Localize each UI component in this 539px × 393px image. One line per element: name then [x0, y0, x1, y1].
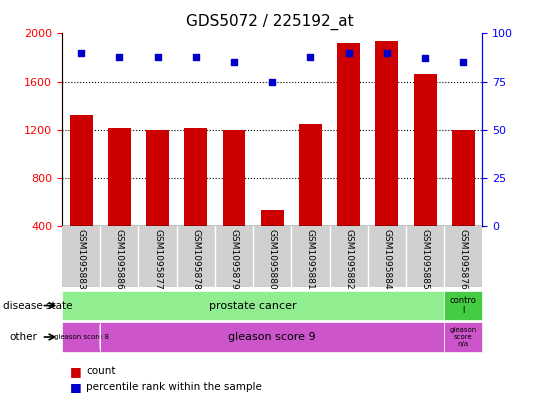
Text: disease state: disease state — [3, 301, 72, 310]
Text: GSM1095886: GSM1095886 — [115, 229, 124, 290]
Text: contro
l: contro l — [450, 296, 476, 315]
Text: ■: ■ — [70, 365, 82, 378]
Bar — [452, 130, 475, 274]
Text: GSM1095880: GSM1095880 — [268, 229, 277, 290]
Text: other: other — [10, 332, 38, 342]
Point — [230, 59, 238, 65]
Bar — [70, 115, 93, 274]
Text: percentile rank within the sample: percentile rank within the sample — [86, 382, 262, 392]
Text: GSM1095878: GSM1095878 — [191, 229, 201, 290]
Text: GSM1095884: GSM1095884 — [382, 229, 391, 290]
Text: GSM1095881: GSM1095881 — [306, 229, 315, 290]
Point — [191, 53, 200, 60]
Bar — [413, 74, 437, 274]
Text: GSM1095885: GSM1095885 — [420, 229, 430, 290]
Text: prostate cancer: prostate cancer — [209, 301, 297, 310]
Text: gleason score 9: gleason score 9 — [229, 332, 316, 342]
Text: count: count — [86, 366, 116, 376]
Point — [459, 59, 468, 65]
Bar — [184, 128, 207, 274]
Text: GDS5072 / 225192_at: GDS5072 / 225192_at — [186, 14, 353, 30]
Bar — [337, 43, 360, 274]
Point — [115, 53, 123, 60]
Text: GSM1095876: GSM1095876 — [459, 229, 468, 290]
Bar — [299, 124, 322, 274]
Text: ■: ■ — [70, 380, 82, 393]
Bar — [146, 130, 169, 274]
Point — [77, 50, 85, 56]
Bar — [261, 210, 284, 274]
Point — [306, 53, 315, 60]
Text: GSM1095883: GSM1095883 — [77, 229, 86, 290]
Text: GSM1095879: GSM1095879 — [230, 229, 238, 290]
Point — [421, 55, 430, 62]
Text: gleason
score
n/a: gleason score n/a — [450, 327, 477, 347]
Bar — [223, 130, 245, 274]
Bar — [375, 40, 398, 274]
Bar — [108, 129, 131, 274]
Text: GSM1095877: GSM1095877 — [153, 229, 162, 290]
Point — [153, 53, 162, 60]
Text: gleason score 8: gleason score 8 — [53, 334, 108, 340]
Point — [383, 50, 391, 56]
Text: GSM1095882: GSM1095882 — [344, 229, 353, 290]
Point — [268, 78, 277, 84]
Point — [344, 50, 353, 56]
